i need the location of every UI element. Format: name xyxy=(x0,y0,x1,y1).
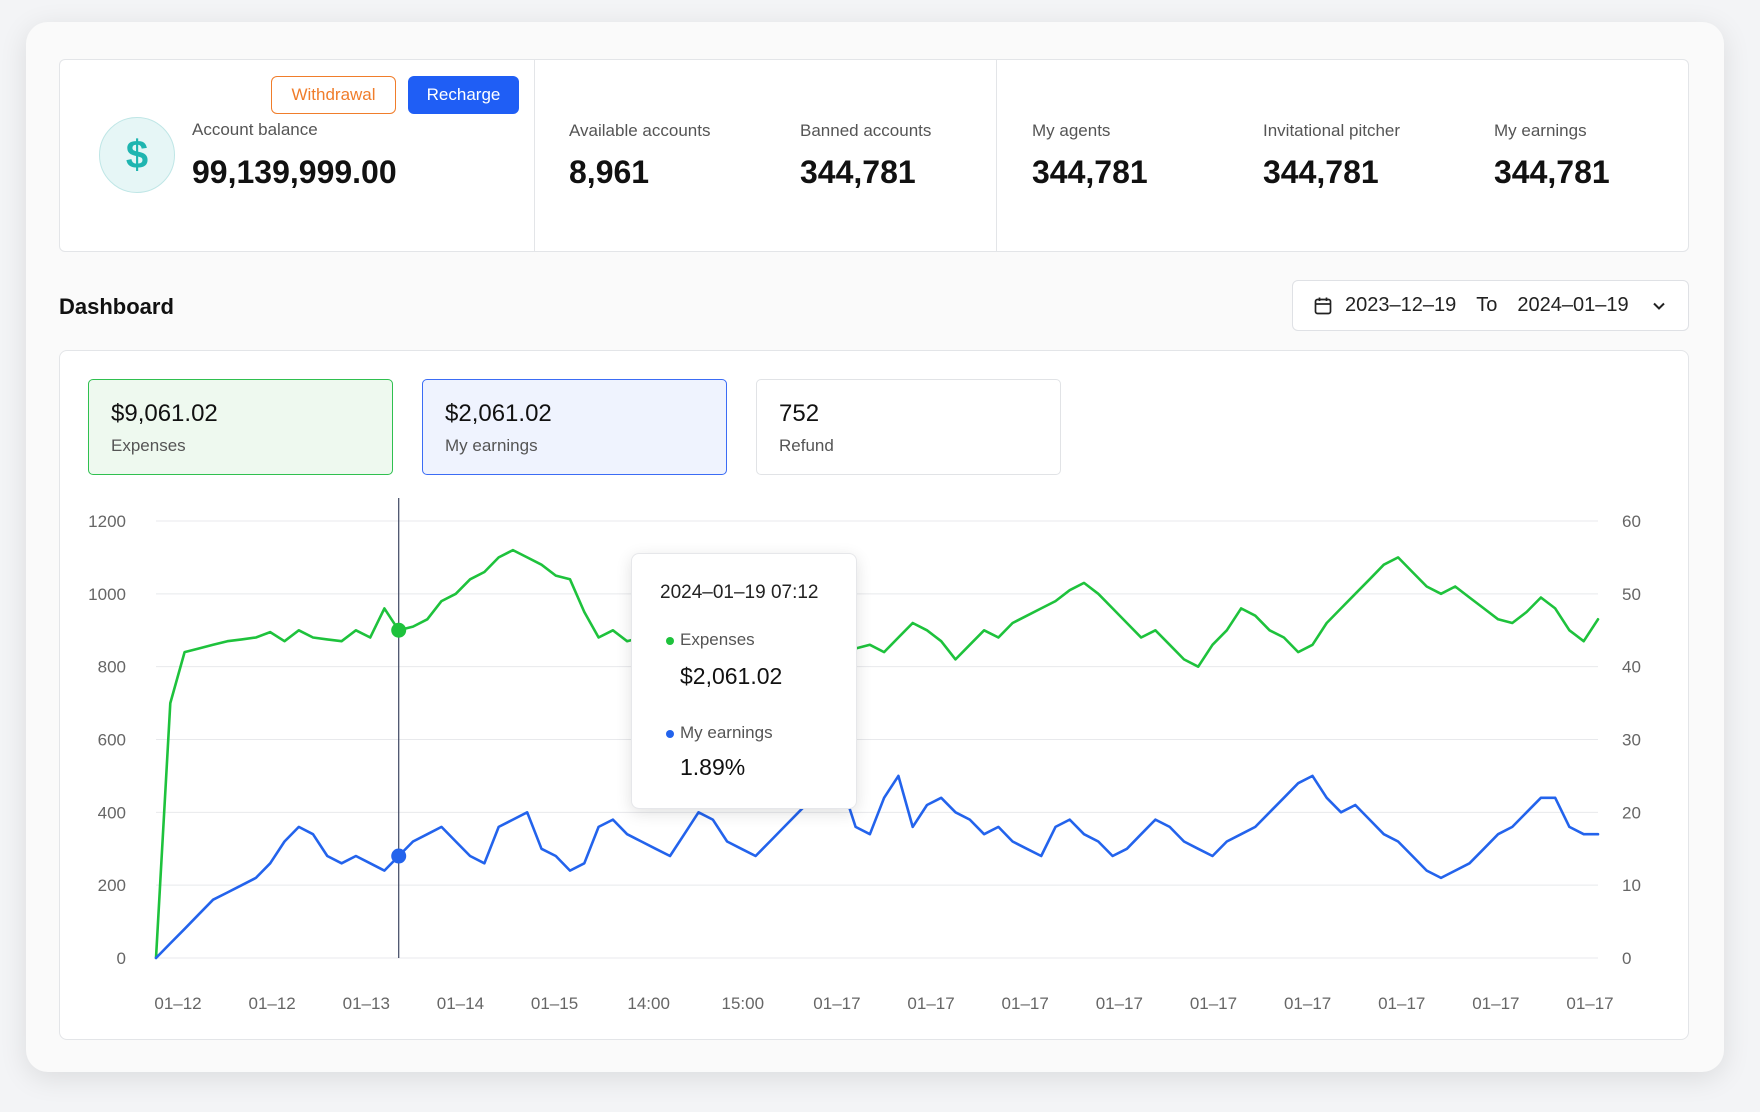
y-left-tick-label: 1200 xyxy=(88,512,126,531)
y-right-tick-label: 60 xyxy=(1622,512,1641,531)
available-accounts-value: 8,961 xyxy=(569,154,650,190)
dashboard-title: Dashboard xyxy=(59,294,174,319)
stats-divider xyxy=(996,60,997,251)
invitational-pitcher-label: Invitational pitcher xyxy=(1263,121,1401,140)
y-right-tick-label: 50 xyxy=(1622,585,1641,604)
x-tick-label: 01–15 xyxy=(531,994,578,1013)
y-right-tick-label: 30 xyxy=(1622,731,1641,750)
x-tick-label: 01–17 xyxy=(813,994,860,1013)
tooltip-earnings-value: 1.89% xyxy=(680,754,746,780)
account-balance-value: 99,139,999.00 xyxy=(192,154,397,190)
account-balance-label: Account balance xyxy=(192,120,318,139)
my-earnings-value: 344,781 xyxy=(1494,154,1610,190)
stats-panel: Withdrawal Recharge $ Account balance 99… xyxy=(59,59,1689,252)
y-left-tick-label: 0 xyxy=(117,949,126,968)
tooltip-expenses-dot xyxy=(666,637,674,645)
withdrawal-button[interactable]: Withdrawal xyxy=(271,76,396,114)
my-agents-label: My agents xyxy=(1032,121,1111,140)
date-range-picker[interactable]: 2023–12–19 To 2024–01–19 xyxy=(1292,280,1689,331)
y-right-tick-label: 10 xyxy=(1622,876,1641,895)
date-to[interactable]: 2024–01–19 xyxy=(1517,294,1629,316)
kpi-refund-value: 752 xyxy=(779,400,820,427)
x-tick-label: 01–12 xyxy=(248,994,295,1013)
tooltip-earnings-label: My earnings xyxy=(680,723,773,742)
y-left-tick-label: 1000 xyxy=(88,585,126,604)
kpi-refund-label: Refund xyxy=(779,436,834,455)
y-left-tick-label: 600 xyxy=(98,731,126,750)
recharge-button[interactable]: Recharge xyxy=(408,76,519,114)
kpi-my-earnings[interactable]: $2,061.02 My earnings xyxy=(422,379,727,475)
kpi-expenses[interactable]: $9,061.02 Expenses xyxy=(88,379,393,475)
y-right-tick-label: 40 xyxy=(1622,658,1641,677)
hover-point-my-earnings xyxy=(391,848,407,864)
x-tick-label: 15:00 xyxy=(722,994,765,1013)
kpi-expenses-value: $9,061.02 xyxy=(111,400,218,427)
my-agents-value: 344,781 xyxy=(1032,154,1148,190)
kpi-refund[interactable]: 752 Refund xyxy=(756,379,1061,475)
banned-accounts-value: 344,781 xyxy=(800,154,916,190)
x-tick-label: 01–17 xyxy=(1566,994,1613,1013)
kpi-expenses-label: Expenses xyxy=(111,436,186,455)
y-left-tick-label: 200 xyxy=(98,876,126,895)
x-tick-label: 01–12 xyxy=(154,994,201,1013)
available-accounts-label: Available accounts xyxy=(569,121,711,140)
kpi-earnings-value: $2,061.02 xyxy=(445,400,552,427)
x-tick-label: 01–17 xyxy=(1096,994,1143,1013)
kpi-earnings-label: My earnings xyxy=(445,436,538,455)
x-tick-label: 01–17 xyxy=(907,994,954,1013)
x-tick-label: 01–17 xyxy=(1284,994,1331,1013)
x-tick-label: 01–13 xyxy=(343,994,390,1013)
date-from[interactable]: 2023–12–19 xyxy=(1345,294,1457,316)
y-left-tick-label: 800 xyxy=(98,658,126,677)
tooltip-date: 2024–01–19 07:12 xyxy=(660,582,819,603)
x-tick-label: 01–17 xyxy=(1190,994,1237,1013)
y-right-tick-label: 0 xyxy=(1622,949,1631,968)
chevron-down-icon[interactable] xyxy=(1650,297,1668,315)
series-line-my-earnings xyxy=(154,774,1600,960)
dollar-icon: $ xyxy=(99,117,175,193)
banned-accounts-label: Banned accounts xyxy=(800,121,932,140)
series-line-expenses xyxy=(154,548,1600,960)
tooltip-earnings-dot xyxy=(666,730,674,738)
stats-divider xyxy=(534,60,535,251)
x-tick-label: 01–17 xyxy=(1002,994,1049,1013)
my-earnings-label: My earnings xyxy=(1494,121,1587,140)
tooltip-expenses-value: $2,061.02 xyxy=(680,663,783,689)
invitational-pitcher-value: 344,781 xyxy=(1263,154,1379,190)
x-tick-label: 14:00 xyxy=(627,994,670,1013)
x-tick-label: 01–17 xyxy=(1378,994,1425,1013)
calendar-icon xyxy=(1313,296,1333,316)
x-tick-label: 01–14 xyxy=(437,994,484,1013)
x-tick-label: 01–17 xyxy=(1472,994,1519,1013)
y-right-tick-label: 20 xyxy=(1622,803,1641,822)
chart-panel: $9,061.02 Expenses $2,061.02 My earnings… xyxy=(59,350,1689,1040)
date-separator: To xyxy=(1476,294,1498,316)
tooltip-expenses-label: Expenses xyxy=(680,630,755,649)
chart-tooltip: 2024–01–19 07:12 Expenses $2,061.02 My e… xyxy=(631,553,857,809)
hover-point-expenses xyxy=(391,622,407,638)
y-left-tick-label: 400 xyxy=(98,803,126,822)
